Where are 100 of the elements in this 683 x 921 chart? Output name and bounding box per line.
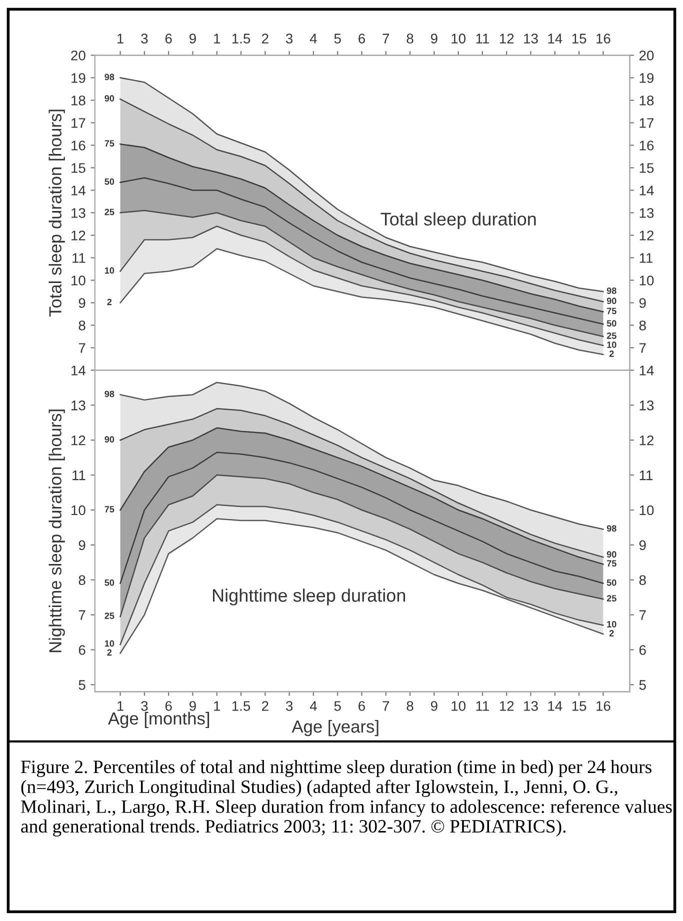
x-tick-label: 12: [500, 701, 514, 711]
x-tick-label: 3: [141, 701, 148, 711]
text: Nighttime sleep duration: [212, 588, 406, 606]
category-label: 2: [107, 649, 112, 656]
text: 90: [104, 95, 114, 102]
x-tick-label: 3: [286, 34, 293, 44]
y-tick-label: 9: [78, 298, 86, 308]
x-tick-label: 16: [596, 701, 610, 711]
y-tick-label: 16: [72, 140, 86, 150]
text: 98: [104, 390, 114, 398]
x-tick-label: 8: [406, 34, 414, 44]
y2-tick-label: 18: [640, 96, 654, 106]
y2-tick-label: 11: [640, 253, 652, 263]
y-tick-label: 8: [78, 575, 86, 586]
series-label: 98: [606, 525, 616, 532]
text: 25: [104, 208, 114, 216]
x-tick-label: 9: [430, 701, 438, 711]
x-tick-label: 6: [358, 34, 365, 44]
y-tick-label: 10: [72, 505, 86, 516]
x-tick-label: 1: [214, 701, 220, 711]
line-series: [120, 248, 604, 356]
category-label: 10: [104, 640, 114, 647]
y2-tick-label: 9: [639, 540, 646, 550]
y2-tick-label: 14: [640, 366, 654, 376]
y2-tick-label: 12: [640, 435, 654, 446]
y2-tick-label: 16: [640, 140, 654, 150]
x-tick-label: 4: [310, 34, 317, 44]
y-tick-label: 6: [78, 645, 86, 655]
y2-tick-label: 7: [639, 343, 646, 353]
y-tick-label: 13: [72, 208, 86, 218]
x-tick-label: 8: [406, 701, 414, 711]
series-label: 75: [606, 308, 616, 314]
y2-tick-label: 10: [640, 276, 654, 286]
y-tick-label: 14: [72, 366, 86, 376]
y-axis-title: Nighttime sleep duration [hours]: [48, 410, 65, 652]
x-tick-label: 13: [524, 701, 538, 711]
x-tick-label: 6: [165, 34, 172, 44]
x-tick-label: 15: [572, 34, 586, 44]
y-tick-label: 19: [72, 73, 86, 83]
series-label: 50: [606, 579, 616, 586]
y-tick-label: 9: [78, 540, 86, 550]
x-tick-label: 16: [596, 34, 610, 44]
y-tick-label: 7: [78, 343, 86, 353]
y2-tick-label: 13: [640, 400, 654, 410]
y-tick-label: 14: [72, 186, 86, 196]
y2-tick-label: 17: [640, 118, 654, 128]
y2-tick-label: 10: [640, 505, 654, 516]
y-tick-label: 11: [72, 470, 86, 480]
y-tick-label: 12: [72, 230, 86, 240]
x-tick-label: 9: [430, 34, 438, 44]
x-tick-label: 6: [165, 701, 172, 711]
y-tick-label: 13: [72, 400, 86, 410]
x-tick-label: 9: [190, 34, 196, 44]
x-tick-label: 11: [476, 34, 489, 44]
text: 2: [107, 298, 112, 306]
y2-tick-label: 6: [639, 645, 646, 655]
x-tick-label: 7: [382, 34, 390, 44]
text: 25: [104, 612, 114, 619]
series-label: 10: [607, 621, 616, 628]
series-label: 75: [606, 560, 616, 567]
y-axis-title: Total sleep duration [hours]: [48, 110, 65, 317]
x-tick-label: 3: [286, 701, 293, 711]
x-tick-label: 1.5: [232, 701, 250, 711]
x-tick-label: 1: [117, 34, 124, 44]
y2-tick-label: 8: [639, 320, 646, 330]
y2-tick-label: 11: [640, 470, 652, 480]
text: 98: [104, 74, 114, 80]
y2-tick-label: 9: [639, 298, 646, 308]
text: Age [months]: [108, 712, 210, 728]
x-tick-label: 1: [214, 34, 220, 44]
y-tick-label: 15: [72, 163, 86, 173]
series-label: 2: [609, 630, 614, 636]
caption: Figure 2. Percentiles of total and nighttime sleep duration (time in bed) per 24 hours (n=493, Zurich Longitudinal Studies) (adapted after Iglowstein, I., Jenni, O. G., Molinari, L., Largo, R.H. Sleep duration from infancy to adolescence: reference values and generational trends. Pediatrics 2003; 11: 302-307. © PEDIATRICS).: [21, 760, 672, 837]
y-tick-label: 11: [72, 253, 86, 263]
series-label: 98: [606, 288, 616, 294]
y-tick-label: 12: [72, 435, 86, 446]
x-tick-label: 10: [452, 701, 466, 711]
x-tick-label: 14: [548, 701, 562, 711]
y2-tick-label: 7: [639, 610, 646, 620]
text: 50: [104, 579, 114, 586]
x-tick-label: 7: [382, 701, 390, 711]
y2-tick-label: 8: [639, 575, 646, 586]
x-axis-title: Age [years]: [292, 720, 378, 736]
text: 75: [104, 506, 114, 512]
x-tick-label: 2: [262, 34, 268, 44]
x-tick-label: 15: [572, 701, 586, 711]
text: 90: [104, 436, 114, 443]
x-tick-label: 11: [476, 701, 489, 711]
series-label: 25: [606, 595, 616, 602]
series-label: 10: [607, 342, 616, 348]
y-tick-label: 17: [72, 118, 86, 128]
text: 75: [104, 140, 114, 147]
y2-tick-label: 19: [640, 73, 654, 83]
x-tick-label: 2: [262, 701, 268, 711]
x-tick-label: 5: [334, 34, 341, 44]
x-tick-label: 14: [548, 34, 562, 44]
x-tick-label: 3: [141, 34, 148, 44]
y-tick-label: 10: [72, 276, 86, 286]
y2-tick-label: 14: [640, 186, 654, 196]
x-tick-label: 10: [452, 34, 466, 44]
